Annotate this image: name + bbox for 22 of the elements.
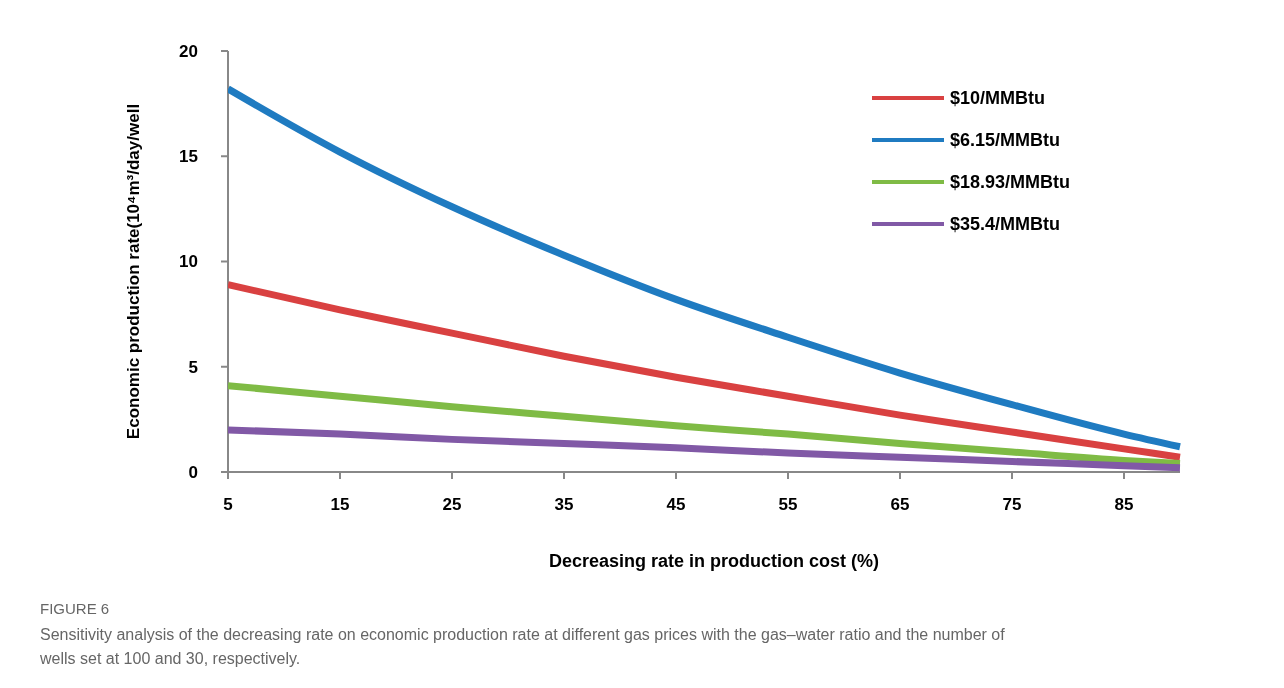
legend-label: $35.4/MMBtu — [950, 214, 1061, 235]
y-tick-label: 0 — [188, 462, 198, 482]
x-axis-title: Decreasing rate in production cost (%) — [548, 551, 880, 571]
x-tick-label: 75 — [1002, 495, 1022, 514]
y-tick-label: 10 — [179, 252, 198, 272]
y-axis-title: Economic production rate(10⁴m³/day/well — [124, 103, 143, 440]
text: Sensitivity analysis of the decreasing rate on economic production rate at different gas prices with the gas–water ratio and the number of wells set at 100 and 30, respectively. — [39, 626, 1006, 667]
x-tick-label: 25 — [442, 495, 462, 514]
x-tick-label: 15 — [330, 495, 350, 514]
x-tick-label: 65 — [890, 495, 910, 514]
x-tick-label: 85 — [1114, 495, 1134, 514]
legend-label: $6.15/MMBtu — [950, 130, 1061, 151]
y-tick-label: 15 — [179, 147, 198, 167]
legend-label: $10/MMBtu — [950, 88, 1046, 109]
legend-label: $18.93/MMBtu — [950, 172, 1071, 193]
y-tick-label: 5 — [188, 357, 198, 377]
x-tick-label: 55 — [778, 495, 798, 514]
caption: FIGURE 6 — [40, 600, 110, 617]
x-tick-label: 45 — [666, 495, 686, 514]
x-tick-label: 5 — [223, 495, 233, 514]
x-tick-label: 35 — [554, 495, 574, 514]
y-tick-label: 20 — [179, 41, 198, 61]
